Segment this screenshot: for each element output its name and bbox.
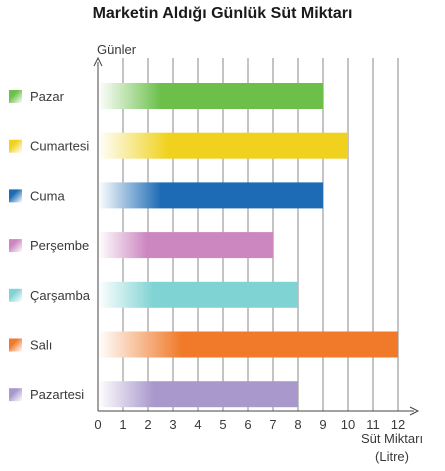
x-tick-label: 5	[219, 417, 226, 432]
x-axis-arrow	[409, 406, 420, 416]
legend-label: Cumartesi	[30, 139, 89, 154]
axes	[93, 56, 420, 416]
legend-swatch	[9, 189, 22, 203]
legend-label: Pazartesi	[30, 387, 84, 402]
chart-title: Marketin Aldığı Günlük Süt Miktarı	[92, 5, 353, 22]
x-tick-label: 8	[294, 417, 301, 432]
x-tick-label: 9	[319, 417, 326, 432]
legend-swatch	[9, 388, 22, 402]
x-tick-label: 3	[169, 417, 176, 432]
legend-swatch	[9, 90, 22, 103]
bar-pazartesi	[98, 381, 298, 408]
bar-salı	[98, 331, 398, 358]
x-tick-label: 0	[94, 417, 101, 432]
x-tick-label: 6	[244, 417, 251, 432]
legend-swatch	[9, 288, 22, 302]
x-tick-label: 12	[391, 417, 405, 432]
bar-çarşamba	[98, 281, 298, 308]
x-tick-label: 2	[144, 417, 151, 432]
x-axis-unit: (Litre)	[375, 449, 409, 464]
legend-swatch	[9, 338, 22, 352]
y-axis-arrow	[93, 56, 103, 67]
legend-swatch	[9, 139, 22, 153]
x-axis-label: Süt Miktarı	[361, 431, 423, 446]
bars	[98, 83, 398, 408]
legend-label: Çarşamba	[30, 288, 91, 303]
x-tick-label: 7	[269, 417, 276, 432]
y-axis-label: Günler	[97, 42, 137, 57]
bar-perşembe	[98, 232, 273, 259]
legend-swatch	[9, 239, 22, 253]
legend: Pazar Cumartesi Cuma Perşembe Çarşamba Salı Pa…	[9, 89, 91, 402]
x-tick-label: 10	[341, 417, 355, 432]
x-tick-label: 11	[366, 417, 380, 432]
legend-label: Salı	[30, 338, 52, 353]
x-tick-label: 1	[119, 417, 126, 432]
bar-cumartesi	[98, 132, 348, 159]
legend-label: Pazar	[30, 89, 65, 104]
x-tick-label: 4	[194, 417, 201, 432]
x-tick-labels: 0 1 2 3 4 5 6 7 8 9 10 11 12	[94, 417, 405, 432]
bar-cuma	[98, 182, 323, 209]
bar-pazar	[98, 83, 323, 109]
legend-label: Perşembe	[30, 238, 89, 253]
legend-label: Cuma	[30, 188, 65, 203]
